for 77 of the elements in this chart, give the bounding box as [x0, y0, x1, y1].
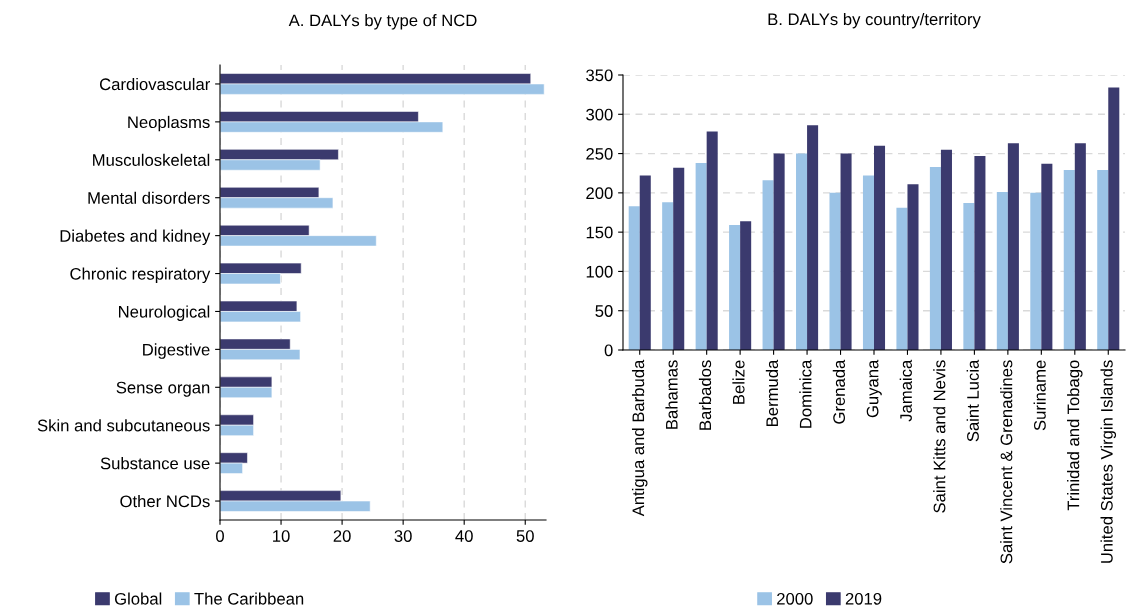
x-tick-label: 30	[394, 530, 412, 542]
x-tick-label: 20	[333, 530, 351, 542]
bar	[974, 155, 986, 350]
bar	[907, 184, 919, 350]
y-tick-label: 100	[586, 265, 613, 278]
legend-label: The Caribbean	[194, 592, 304, 605]
chart-title: B. DALYs by country/territory	[768, 12, 981, 29]
bar	[1030, 192, 1042, 350]
y-tick-label: Skin and subcutaneous	[37, 419, 210, 432]
bar	[807, 125, 819, 350]
bar	[840, 153, 852, 350]
legend-label: 2000	[777, 592, 813, 605]
y-tick-label: 350	[586, 69, 613, 82]
bar	[695, 163, 707, 350]
bar	[1097, 170, 1109, 350]
y-tick-label: Digestive	[143, 343, 210, 359]
bar	[628, 206, 640, 350]
y-tick-label: Musculoskeletal	[93, 153, 210, 166]
y-tick-label: 200	[586, 187, 613, 200]
y-tick-label: 250	[586, 147, 613, 160]
x-tick-label: Saint Kitts and Nevis	[933, 360, 946, 513]
x-tick-label: 40	[455, 530, 473, 542]
bar	[1074, 143, 1086, 350]
bar	[729, 225, 741, 350]
legend-label: Global	[114, 592, 162, 605]
bar	[940, 149, 952, 350]
y-tick-label: Other NCDs	[120, 495, 210, 508]
bar	[673, 167, 685, 350]
y-tick-label: Cardiovascular	[99, 77, 211, 91]
y-tick-label: Chronic respiratory	[70, 267, 211, 284]
x-tick-label: Suriname	[1033, 360, 1046, 431]
bar	[1041, 163, 1053, 350]
bar	[829, 192, 841, 350]
x-tick-label: Grenada	[832, 359, 846, 424]
x-tick-label: Guyana	[866, 359, 882, 418]
bar	[862, 175, 874, 350]
y-tick-label: 150	[586, 226, 613, 239]
y-tick-label: Neurological	[119, 305, 210, 321]
x-tick-label: Belize	[732, 360, 745, 404]
x-tick-label: Barbados	[698, 360, 712, 430]
y-tick-label: Diabetes and kidney	[60, 229, 211, 246]
x-tick-label: Antigua and Barbuda	[631, 359, 648, 517]
bar	[740, 221, 752, 350]
bar	[773, 153, 785, 350]
y-tick-label: 0	[604, 344, 613, 357]
bar	[639, 175, 651, 350]
y-tick-label: 300	[586, 108, 613, 121]
x-tick-label: Trinidad and Tobago	[1067, 360, 1083, 511]
bar	[963, 203, 975, 350]
bar	[706, 131, 718, 350]
x-tick-label: 0	[216, 530, 224, 542]
bar	[874, 145, 886, 350]
x-tick-label: 10	[273, 530, 290, 542]
x-tick-label: Dominica	[799, 359, 812, 428]
chart-title: A. DALYs by type of NCD	[288, 14, 477, 30]
bar	[1063, 170, 1075, 350]
bar	[1108, 87, 1120, 350]
y-tick-label: Neoplasms	[128, 115, 210, 132]
y-tick-label: 50	[595, 305, 613, 317]
bar	[996, 192, 1008, 350]
x-tick-label: United States Virgin Islands	[1100, 360, 1117, 563]
legend-label: 2019	[845, 592, 882, 605]
y-tick-label: Mental disorders	[88, 191, 210, 204]
bar	[929, 166, 941, 350]
bar	[762, 180, 774, 350]
y-tick-label: Sense organ	[116, 381, 210, 397]
x-tick-label: Saint Vincent & Grenadines	[1000, 360, 1013, 564]
bar	[662, 202, 674, 350]
bar	[796, 153, 808, 350]
x-tick-label: Bahamas	[665, 360, 678, 429]
x-tick-label: Jamaica	[899, 359, 912, 422]
bar	[1007, 143, 1019, 350]
x-tick-label: Bermuda	[765, 359, 779, 426]
y-tick-label: Substance use	[100, 457, 210, 470]
x-tick-label: Saint Lucia	[966, 359, 979, 442]
bar	[896, 207, 908, 350]
x-tick-label: 50	[516, 530, 534, 542]
